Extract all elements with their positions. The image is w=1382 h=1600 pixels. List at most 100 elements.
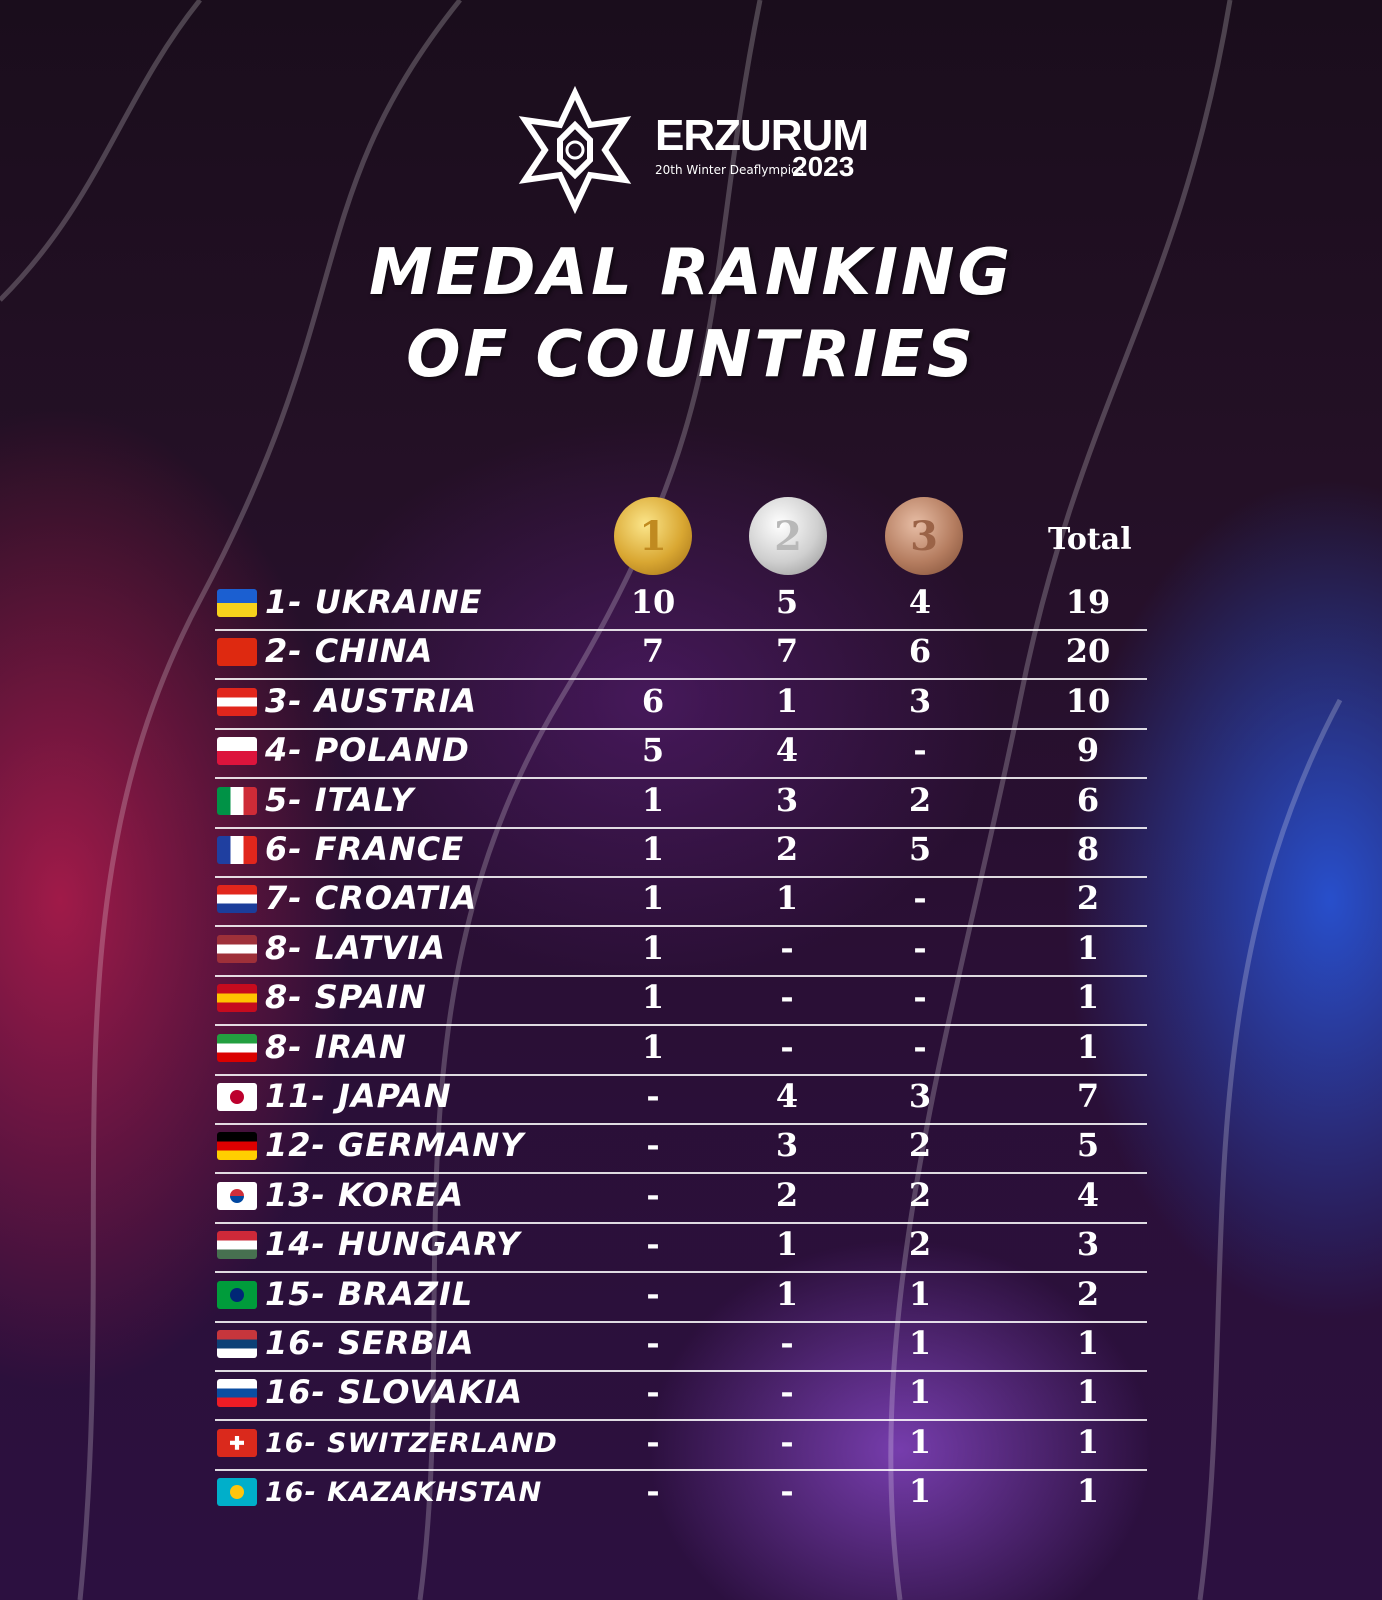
switzerland-flag-icon bbox=[217, 1428, 257, 1457]
silver-count: 3 bbox=[775, 1126, 799, 1165]
gold-count: 10 bbox=[630, 583, 676, 621]
silver-count: 2 bbox=[775, 1175, 799, 1214]
table-row: 3- AUSTRIA 6 1 3 10 bbox=[215, 679, 1147, 730]
total-count: 2 bbox=[1076, 1274, 1100, 1313]
title-line-1: MEDAL RANKING bbox=[369, 236, 1013, 310]
total-count: 10 bbox=[1065, 681, 1111, 720]
bronze-count: 2 bbox=[908, 1225, 932, 1264]
bronze-count: 2 bbox=[908, 1126, 932, 1165]
silver-count: - bbox=[780, 928, 794, 967]
total-count: 1 bbox=[1076, 1027, 1100, 1066]
gold-count: - bbox=[646, 1472, 660, 1511]
country-name: 5- ITALY bbox=[265, 780, 415, 819]
total-count: 3 bbox=[1076, 1225, 1100, 1264]
gold-count: - bbox=[646, 1373, 660, 1412]
bronze-count: 1 bbox=[908, 1324, 932, 1362]
gold-count: 1 bbox=[641, 879, 665, 918]
bronze-count: 6 bbox=[908, 632, 932, 671]
latvia-flag-icon bbox=[217, 934, 257, 963]
silver-count: 5 bbox=[775, 583, 799, 621]
erzurum-logo: ERZURUM 20th Winter Deaflympics 2023 bbox=[510, 85, 870, 215]
gold-count: 6 bbox=[641, 681, 665, 720]
total-count: 1 bbox=[1076, 1472, 1100, 1511]
total-count: 5 bbox=[1076, 1126, 1100, 1165]
country-name: 7- CROATIA bbox=[265, 879, 478, 918]
kazakhstan-flag-icon bbox=[217, 1478, 257, 1507]
gold-count: - bbox=[646, 1422, 660, 1461]
logo-subtitle: 20th Winter Deaflympics bbox=[655, 163, 804, 177]
total-count: 20 bbox=[1065, 632, 1111, 671]
total-count: 1 bbox=[1076, 928, 1100, 967]
croatia-flag-icon bbox=[217, 885, 257, 914]
bronze-count: 3 bbox=[908, 1077, 932, 1115]
total-count: 6 bbox=[1076, 780, 1100, 819]
slovakia-flag-icon bbox=[217, 1379, 257, 1408]
silver-count: 1 bbox=[775, 1225, 799, 1264]
country-name: 16- KAZAKHSTAN bbox=[265, 1477, 543, 1509]
bronze-count: - bbox=[913, 1027, 927, 1066]
gold-count: 1 bbox=[641, 978, 665, 1017]
bronze-medal-icon: 3 bbox=[885, 497, 963, 575]
total-header: Total bbox=[1048, 522, 1132, 557]
table-row: 16- KAZAKHSTAN - - 1 1 bbox=[215, 1469, 1147, 1518]
silver-count: - bbox=[780, 1027, 794, 1066]
bronze-count: - bbox=[913, 731, 927, 770]
bronze-count: 5 bbox=[908, 830, 932, 868]
bronze-count: 2 bbox=[908, 780, 932, 819]
country-name: 2- CHINA bbox=[265, 632, 434, 671]
table-row: 5- ITALY 1 3 2 6 bbox=[215, 778, 1147, 829]
silver-count: 4 bbox=[775, 731, 799, 770]
table-row: 8- IRAN 1 - - 1 bbox=[215, 1025, 1147, 1076]
gold-count: 7 bbox=[641, 632, 665, 671]
logo-name: ERZURUM bbox=[655, 111, 869, 160]
gold-count: - bbox=[646, 1274, 660, 1313]
total-count: 9 bbox=[1076, 731, 1100, 770]
country-name: 1- UKRAINE bbox=[265, 583, 483, 621]
country-name: 8- SPAIN bbox=[265, 978, 427, 1017]
silver-count: 7 bbox=[775, 632, 799, 671]
table-row: 16- SWITZERLAND - - 1 1 bbox=[215, 1420, 1147, 1471]
gold-medal-icon: 1 bbox=[614, 497, 692, 575]
table-row: 16- SERBIA - - 1 1 bbox=[215, 1321, 1147, 1372]
silver-count: - bbox=[780, 1324, 794, 1362]
gold-count: - bbox=[646, 1077, 660, 1115]
table-row: 4- POLAND 5 4 - 9 bbox=[215, 728, 1147, 780]
total-count: 1 bbox=[1076, 1422, 1100, 1461]
table-row: 1- UKRAINE 10 5 4 19 bbox=[215, 580, 1147, 631]
logo-year: 2023 bbox=[792, 151, 855, 182]
silver-count: - bbox=[780, 1373, 794, 1412]
hungary-flag-icon bbox=[217, 1231, 257, 1260]
ukraine-flag-icon bbox=[217, 589, 257, 617]
total-count: 2 bbox=[1076, 879, 1100, 918]
total-count: 7 bbox=[1076, 1077, 1100, 1115]
bronze-count: 1 bbox=[908, 1472, 932, 1511]
bronze-count: 4 bbox=[908, 583, 932, 621]
country-name: 16- SWITZERLAND bbox=[265, 1427, 558, 1459]
italy-flag-icon bbox=[217, 786, 257, 815]
country-name: 6- FRANCE bbox=[265, 830, 465, 868]
gold-count: - bbox=[646, 1225, 660, 1264]
table-row: 16- SLOVAKIA - - 1 1 bbox=[215, 1370, 1147, 1422]
total-count: 8 bbox=[1076, 830, 1100, 868]
total-count: 19 bbox=[1065, 583, 1111, 621]
silver-medal-icon: 2 bbox=[749, 497, 827, 575]
country-name: 11- JAPAN bbox=[265, 1077, 452, 1115]
poland-flag-icon bbox=[217, 737, 257, 766]
table-row: 12- GERMANY - 3 2 5 bbox=[215, 1123, 1147, 1175]
gold-count: 1 bbox=[641, 928, 665, 967]
country-name: 13- KOREA bbox=[265, 1175, 465, 1214]
silver-count: 2 bbox=[775, 830, 799, 868]
gold-count: 1 bbox=[641, 830, 665, 868]
table-row: 15- BRAZIL - 1 1 2 bbox=[215, 1272, 1147, 1323]
bronze-count: - bbox=[913, 928, 927, 967]
bronze-count: 2 bbox=[908, 1175, 932, 1214]
silver-count: 1 bbox=[775, 1274, 799, 1313]
country-name: 15- BRAZIL bbox=[265, 1274, 474, 1313]
austria-flag-icon bbox=[217, 687, 257, 716]
total-count: 1 bbox=[1076, 978, 1100, 1017]
silver-count: 3 bbox=[775, 780, 799, 819]
brazil-flag-icon bbox=[217, 1280, 257, 1309]
table-row: 6- FRANCE 1 2 5 8 bbox=[215, 827, 1147, 878]
bronze-count: - bbox=[913, 879, 927, 918]
table-row: 7- CROATIA 1 1 - 2 bbox=[215, 876, 1147, 928]
